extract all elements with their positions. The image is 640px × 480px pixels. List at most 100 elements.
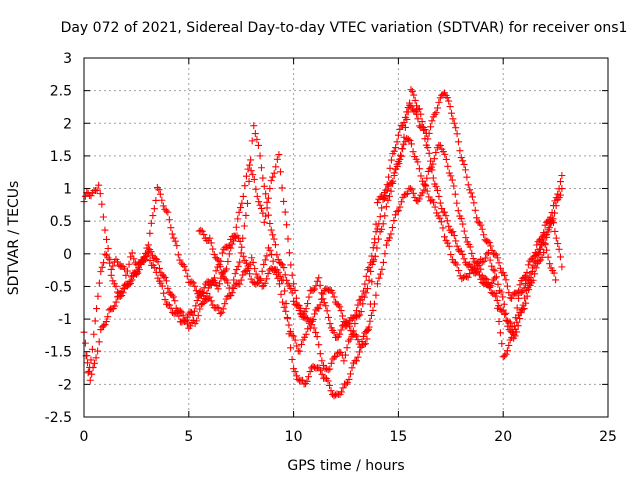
data-point xyxy=(152,196,160,204)
data-point xyxy=(343,379,351,387)
data-point xyxy=(497,288,505,296)
data-point xyxy=(287,261,295,269)
data-point xyxy=(492,251,500,259)
y-tick-label: 0.5 xyxy=(50,214,72,230)
data-point xyxy=(212,267,220,275)
data-point xyxy=(387,179,395,187)
data-point xyxy=(252,185,260,193)
data-point xyxy=(552,276,560,284)
data-point xyxy=(446,103,454,111)
data-point xyxy=(434,186,442,194)
data-point xyxy=(471,206,479,214)
data-point xyxy=(214,285,222,293)
data-point xyxy=(326,320,334,328)
data-point xyxy=(410,91,418,99)
data-point xyxy=(555,185,563,193)
data-point xyxy=(338,388,346,396)
data-point xyxy=(228,289,236,297)
data-point xyxy=(224,292,232,300)
data-point xyxy=(213,303,221,311)
data-point xyxy=(90,330,98,338)
data-point xyxy=(431,203,439,211)
data-point xyxy=(368,278,376,286)
data-point xyxy=(513,304,521,312)
data-point xyxy=(308,321,316,329)
data-point xyxy=(218,269,226,277)
data-point xyxy=(237,204,245,212)
data-point xyxy=(237,276,245,284)
data-point xyxy=(149,212,157,220)
data-point xyxy=(198,227,206,235)
data-point xyxy=(406,136,414,144)
data-point xyxy=(459,157,467,165)
data-point xyxy=(461,166,469,174)
data-point xyxy=(101,250,109,258)
data-point xyxy=(358,292,366,300)
data-point xyxy=(478,258,486,266)
data-point xyxy=(182,316,190,324)
data-point xyxy=(505,341,513,349)
data-point xyxy=(168,230,176,238)
data-point xyxy=(189,311,197,319)
data-point xyxy=(457,154,465,162)
data-point xyxy=(445,222,453,230)
data-point xyxy=(373,199,381,207)
data-point xyxy=(343,318,351,326)
data-point xyxy=(128,249,136,257)
data-point xyxy=(463,173,471,181)
data-point xyxy=(414,115,422,123)
data-point xyxy=(381,212,389,220)
data-point xyxy=(452,237,460,245)
data-point xyxy=(277,168,284,176)
data-point xyxy=(493,296,501,304)
data-point xyxy=(447,172,455,180)
data-point xyxy=(376,270,384,278)
data-point xyxy=(104,313,112,321)
data-point xyxy=(216,280,224,288)
data-point xyxy=(330,293,338,301)
data-point xyxy=(417,172,425,180)
data-point xyxy=(282,300,290,308)
data-point xyxy=(282,307,290,315)
data-point xyxy=(496,329,504,337)
data-point xyxy=(425,129,433,137)
data-point xyxy=(450,232,458,240)
data-point xyxy=(319,361,327,369)
data-point xyxy=(237,249,245,257)
data-point xyxy=(128,276,136,284)
data-point xyxy=(302,314,310,322)
data-point xyxy=(535,257,543,265)
data-point xyxy=(475,261,483,269)
data-point xyxy=(454,138,462,146)
data-point xyxy=(129,272,137,280)
data-point xyxy=(107,271,115,279)
data-point xyxy=(558,171,566,179)
data-point xyxy=(156,190,164,198)
data-point xyxy=(348,315,356,323)
data-point xyxy=(232,223,240,231)
data-point xyxy=(417,110,425,118)
data-point xyxy=(231,270,239,278)
y-tick-label: -0.5 xyxy=(45,279,72,295)
data-point xyxy=(272,163,280,171)
data-point xyxy=(503,347,511,355)
data-point xyxy=(362,272,370,280)
data-point xyxy=(332,352,340,360)
data-point xyxy=(103,235,111,243)
data-point xyxy=(287,344,295,352)
data-point xyxy=(330,353,338,361)
data-point xyxy=(373,280,381,288)
data-point xyxy=(396,151,404,159)
data-point xyxy=(451,190,459,198)
data-point xyxy=(429,174,437,182)
data-point xyxy=(516,281,524,289)
data-point xyxy=(365,264,373,272)
data-point xyxy=(132,270,140,278)
x-tick-label: 25 xyxy=(599,429,617,445)
data-point xyxy=(552,194,560,202)
data-point xyxy=(253,135,261,143)
data-point xyxy=(487,288,495,296)
data-point xyxy=(304,300,312,308)
data-point xyxy=(218,249,226,257)
